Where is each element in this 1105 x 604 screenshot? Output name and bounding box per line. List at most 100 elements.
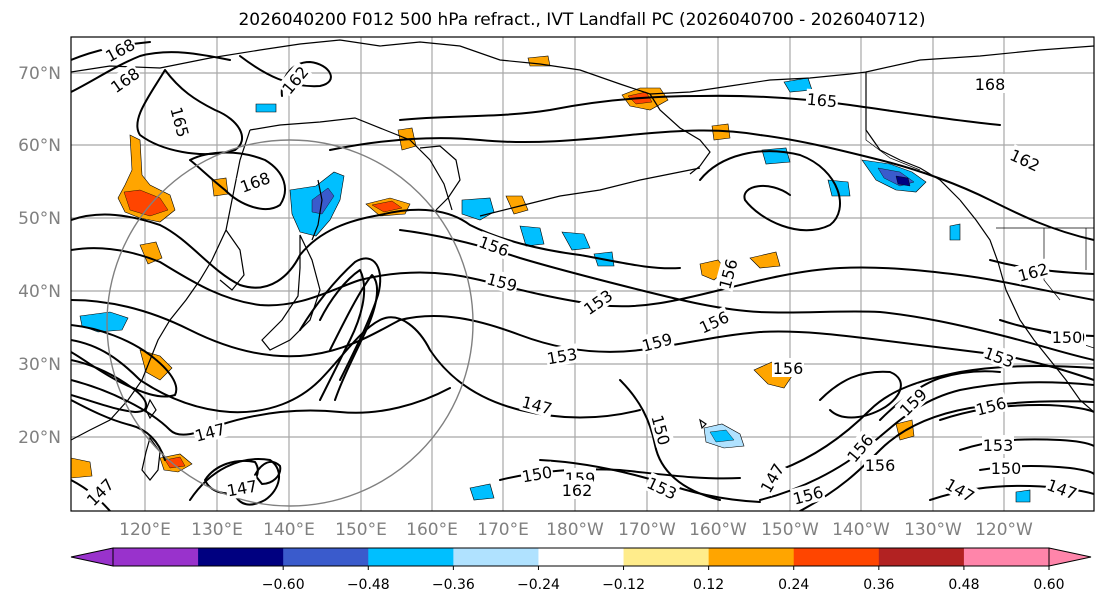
contour-label: 150 bbox=[990, 458, 1022, 478]
contour-label-background bbox=[519, 461, 555, 486]
colorbar-segment bbox=[878, 548, 965, 566]
contour-label-text: 156 bbox=[865, 456, 896, 475]
contour-label: 156 bbox=[864, 455, 896, 475]
colorbar-tick-label: −0.36 bbox=[432, 577, 475, 593]
longitude-tick-label: 140°W bbox=[832, 520, 890, 540]
shade-negative-subtropic-core bbox=[709, 429, 735, 443]
range-ring bbox=[106, 139, 474, 507]
colorbar-segment bbox=[538, 548, 625, 566]
contour-label-background bbox=[643, 472, 681, 503]
colorbar-segment bbox=[453, 548, 539, 566]
coast-kamchatka bbox=[419, 145, 461, 211]
contour-trough-2 bbox=[299, 257, 382, 381]
contour-label-background bbox=[484, 268, 521, 295]
shade-negative-far-south bbox=[469, 483, 495, 501]
contour-jet-east-2 bbox=[779, 365, 1094, 471]
contour-150-south-central bbox=[619, 379, 721, 501]
colorbar-segment bbox=[793, 548, 880, 566]
shade-strong-positive-okhotsk bbox=[371, 200, 403, 213]
coast-alaska-west bbox=[649, 93, 711, 175]
shade-negative-far-east bbox=[1015, 489, 1031, 503]
longitude-tick-label: 160°W bbox=[689, 520, 747, 540]
contour-label: 165 bbox=[805, 88, 839, 112]
contour-label-background bbox=[224, 475, 260, 500]
contour-147-west bbox=[71, 399, 166, 461]
contour-label-background bbox=[81, 473, 118, 510]
contour-label: 162 bbox=[561, 480, 593, 500]
contour-label-background bbox=[1051, 327, 1083, 346]
latitude-tick-label: 40°N bbox=[18, 282, 61, 302]
map-frame bbox=[70, 36, 1095, 512]
contour-150-subtropic bbox=[71, 316, 641, 419]
contour-label-background bbox=[990, 458, 1022, 477]
longitude-tick-label: 160°E bbox=[406, 520, 458, 540]
border-alaska-canada bbox=[865, 72, 921, 171]
longitude-tick-label: 150°W bbox=[761, 520, 819, 540]
contour-165-north-pacific bbox=[399, 94, 1001, 126]
colorbar-tick-label: 0.60 bbox=[1033, 577, 1064, 593]
coast-north-america-west bbox=[959, 199, 1094, 413]
colorbar-tick-label: −0.12 bbox=[602, 577, 645, 593]
longitude-tick-label: 170°E bbox=[477, 520, 529, 540]
shade-strong-negative-japan-sea bbox=[311, 187, 335, 215]
contour-outer-ridge bbox=[71, 208, 681, 289]
contour-label-background bbox=[772, 358, 804, 377]
contour-china-loop-2 bbox=[71, 359, 148, 413]
contour-162-north-pacific bbox=[329, 129, 1094, 241]
colorbar-extend-high bbox=[1048, 547, 1092, 567]
contour-label-background bbox=[894, 383, 931, 420]
contour-label-background bbox=[755, 459, 788, 497]
colorbar-tick-label: 0.24 bbox=[778, 577, 809, 593]
coast-okhotsk bbox=[249, 117, 453, 211]
contour-label-background bbox=[1014, 258, 1051, 285]
coast-sakhalin bbox=[311, 179, 323, 241]
contour-168-siberia bbox=[189, 151, 286, 210]
contour-label-background bbox=[236, 167, 274, 196]
contour-label-background bbox=[941, 473, 979, 506]
shade-negative-pacific-2 bbox=[561, 231, 591, 251]
contour-label-background bbox=[1006, 144, 1044, 175]
contour-label-background bbox=[475, 231, 513, 260]
coastlines bbox=[71, 39, 1094, 481]
contour-label-background bbox=[789, 481, 826, 508]
contour-label-background bbox=[638, 328, 675, 355]
contour-china-loop-1 bbox=[71, 324, 178, 398]
contour-label-background bbox=[191, 418, 228, 445]
contour-label: 150 bbox=[1051, 327, 1083, 347]
longitude-tick-label: 170°W bbox=[618, 520, 676, 540]
contour-label-text: 153 bbox=[983, 436, 1014, 455]
longitude-tick-label: 140°E bbox=[263, 520, 315, 540]
contour-159-midlat bbox=[71, 247, 1094, 308]
colorbar-segment bbox=[368, 548, 454, 566]
latitude-labels: 70°N 60°N 50°N 40°N 30°N 20°N bbox=[18, 64, 61, 448]
contour-label-background bbox=[842, 429, 878, 467]
longitude-tick-label: 180°W bbox=[546, 520, 604, 540]
colorbar-segment bbox=[283, 548, 369, 566]
shade-positive-alaska bbox=[711, 123, 731, 141]
colorbar-tick-label: 0.36 bbox=[863, 577, 894, 593]
shade-negative-kamchatka bbox=[255, 103, 277, 113]
contour-label-background bbox=[805, 88, 839, 111]
shade-negative-bc-coast bbox=[949, 223, 961, 241]
colorbar-extend-low bbox=[70, 547, 114, 567]
longitude-labels: 120°E 130°E 140°E 150°E 160°E 170°E 180°W 170°W… bbox=[119, 520, 1033, 540]
coast-korea bbox=[219, 229, 245, 291]
contour-label-text: 150 bbox=[991, 459, 1022, 478]
contour-label-background bbox=[277, 61, 313, 99]
contour-label-text: 165 bbox=[806, 90, 838, 112]
contour-156-east bbox=[939, 404, 1094, 421]
latitude-tick-label: 50°N bbox=[18, 209, 61, 229]
colorbar-tick-label: −0.24 bbox=[517, 577, 560, 593]
shade-positive-china bbox=[139, 349, 173, 381]
map-background bbox=[71, 37, 1094, 511]
contour-label-background bbox=[714, 255, 741, 292]
contour-label: 168 bbox=[974, 74, 1006, 94]
contour-147-south bbox=[189, 458, 280, 506]
shade-strong-positive-scs bbox=[164, 456, 186, 469]
plot-title: 2026040200 F012 500 hPa refract., IVT La… bbox=[238, 10, 925, 30]
contour-label-text: 150 bbox=[1052, 328, 1083, 347]
shade-negative-pacific-5 bbox=[827, 179, 851, 197]
contour-label-text: 162 bbox=[562, 481, 593, 500]
coast-eurasia-north bbox=[71, 39, 651, 95]
